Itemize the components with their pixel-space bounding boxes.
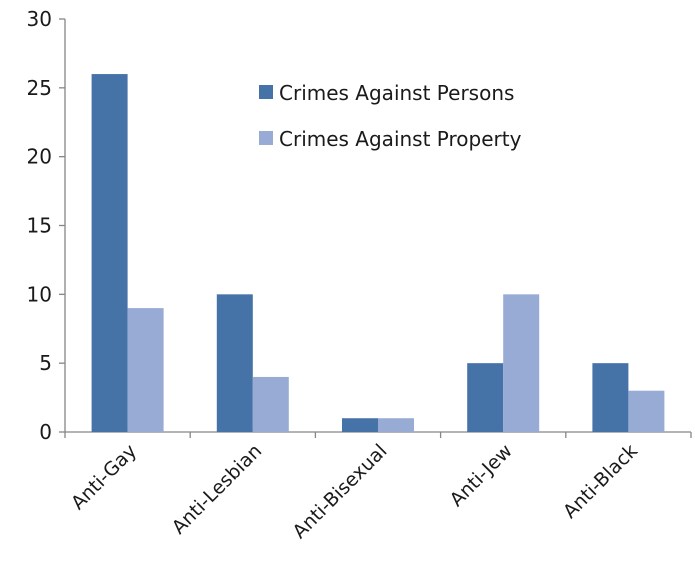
y-tick-label: 20 bbox=[27, 145, 52, 169]
y-tick-label: 25 bbox=[27, 76, 52, 100]
x-tick-label: Anti-Gay bbox=[67, 440, 141, 514]
bar-persons-anti-black bbox=[592, 363, 629, 432]
legend-label-persons: Crimes Against Persons bbox=[279, 81, 514, 105]
x-tick-label: Anti-Lesbian bbox=[168, 440, 267, 539]
bar-persons-anti-jew bbox=[467, 363, 504, 432]
x-tick-label: Anti-Jew bbox=[446, 440, 517, 511]
x-tick-label: Anti-Bisexual bbox=[288, 440, 391, 543]
legend-swatch-persons bbox=[259, 85, 273, 99]
y-tick-label: 0 bbox=[39, 420, 52, 444]
legend-swatch-property bbox=[259, 131, 273, 145]
y-tick-label: 15 bbox=[27, 214, 52, 238]
bar-property-anti-jew bbox=[503, 294, 540, 432]
y-tick-label: 5 bbox=[39, 351, 52, 375]
bar-persons-anti-bisexual bbox=[342, 418, 378, 432]
y-tick-label: 30 bbox=[27, 7, 52, 31]
bar-persons-anti-gay bbox=[91, 74, 128, 433]
legend: Crimes Against Persons Crimes Against Pr… bbox=[259, 81, 522, 151]
bar-property-anti-black bbox=[628, 390, 665, 432]
y-axis: 0 5 10 15 20 25 30 bbox=[27, 7, 66, 444]
y-tick-label: 10 bbox=[27, 282, 52, 306]
x-axis: Anti-Gay Anti-Lesbian Anti-Bisexual Anti-Je… bbox=[64, 431, 692, 543]
bar-property-anti-gay bbox=[127, 308, 164, 432]
bars bbox=[91, 74, 665, 433]
bar-property-anti-lesbian bbox=[252, 376, 289, 432]
bar-property-anti-bisexual bbox=[378, 418, 414, 432]
legend-label-property: Crimes Against Property bbox=[279, 127, 522, 151]
bar-persons-anti-lesbian bbox=[216, 294, 253, 432]
x-tick-label: Anti-Black bbox=[559, 440, 642, 523]
